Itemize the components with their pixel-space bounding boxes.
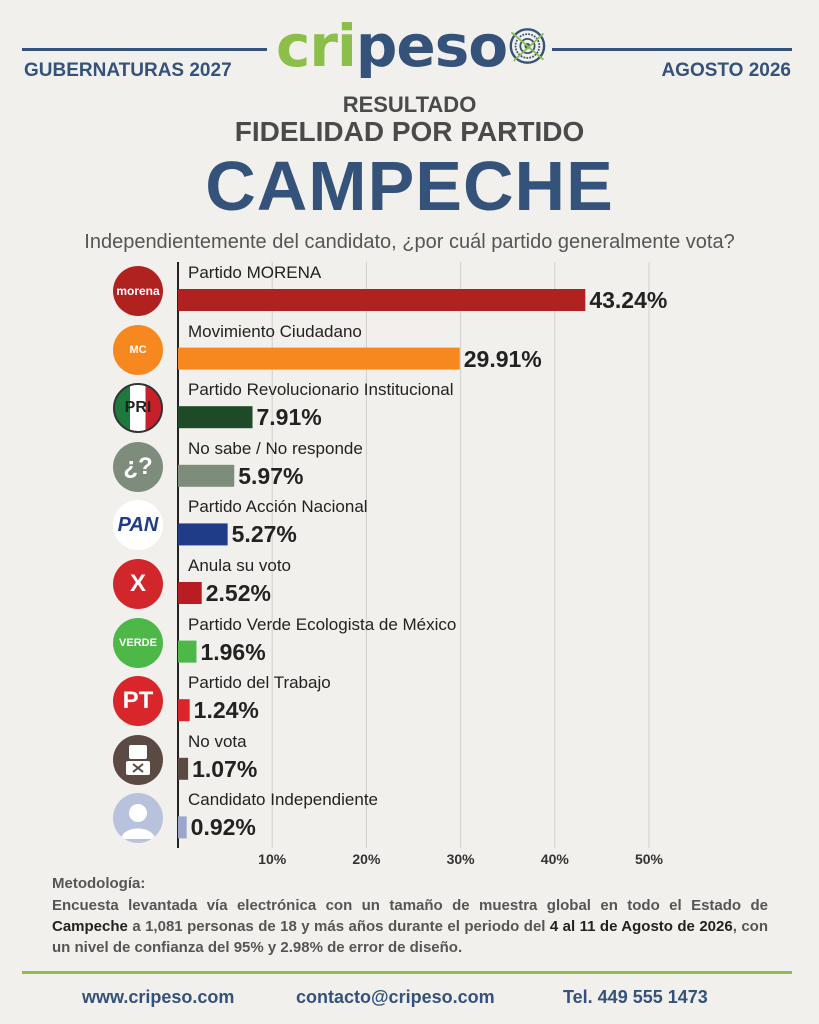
morena-icon: morena <box>113 266 163 316</box>
person-icon <box>113 793 163 844</box>
bar <box>178 699 190 722</box>
bar <box>178 464 235 487</box>
value-label: 43.24% <box>589 287 668 313</box>
methodology-title: Metodología: <box>52 875 146 892</box>
target-icon <box>509 28 546 64</box>
category-label: Candidato Independiente <box>188 790 378 810</box>
page-title: CAMPECHE <box>205 147 614 225</box>
icon-text: VERDE <box>119 636 157 649</box>
bar <box>178 816 187 839</box>
icon-text: ¿? <box>123 452 153 480</box>
methodology-text: Encuesta levantada vía electrónica con u… <box>52 897 768 956</box>
value-label: 29.91% <box>463 345 542 372</box>
bar <box>178 582 202 604</box>
x-tick-label: 40% <box>540 851 569 867</box>
bar <box>178 347 460 370</box>
date-label: AGOSTO 2026 <box>661 60 791 81</box>
verde-icon: VERDE <box>113 617 163 668</box>
category-label: Partido MORENA <box>188 263 322 282</box>
value-label: 5.97% <box>238 462 304 489</box>
value-label: 1.24% <box>193 697 259 724</box>
value-label: 1.07% <box>192 755 258 782</box>
cripeso-logo: cripeso <box>276 8 546 84</box>
category-label: Movimiento Ciudadano <box>188 321 362 341</box>
x-tick-label: 20% <box>352 851 381 867</box>
bar <box>178 289 586 311</box>
bar <box>178 406 253 429</box>
footer-rule <box>22 971 792 974</box>
icon-text: X <box>129 570 146 597</box>
category-label: Partido Revolucionario Institucional <box>188 380 454 400</box>
election-label: GUBERNATURAS 2027 <box>24 60 232 81</box>
category-label: Partido Verde Ecologista de México <box>188 614 457 634</box>
email-link[interactable]: contacto@cripeso.com <box>296 987 495 1007</box>
bar <box>178 640 197 663</box>
x-icon: X <box>113 559 163 609</box>
category-label: No sabe / No responde <box>188 438 363 458</box>
pan-icon: PAN <box>113 500 163 551</box>
phone-number: Tel. 449 555 1473 <box>563 987 708 1007</box>
header-rule-left <box>22 48 267 51</box>
icon-text: morena <box>116 284 160 298</box>
category-label: Partido del Trabajo <box>188 673 331 693</box>
icon-text: PRI <box>124 399 152 417</box>
value-label: 7.91% <box>256 404 322 431</box>
icon-text: MC <box>129 343 147 356</box>
logo-wordmark: cripeso <box>276 12 508 80</box>
value-label: 2.52% <box>205 580 271 606</box>
bar <box>178 523 228 546</box>
pt-icon: PT <box>113 676 163 727</box>
value-label: 5.27% <box>231 521 297 548</box>
x-tick-label: 50% <box>634 851 664 867</box>
website-link[interactable]: www.cripeso.com <box>82 987 235 1007</box>
header-rule-right <box>552 48 792 51</box>
icon-text: PT <box>122 687 154 715</box>
icon-text: PAN <box>117 513 159 536</box>
subtitle: FIDELIDAD POR PARTIDO <box>234 116 585 147</box>
movimiento-ciudadano-icon: MC <box>113 324 163 375</box>
survey-question: Independientemente del candidato, ¿por c… <box>84 231 735 253</box>
category-label: No vota <box>188 731 247 751</box>
pri-icon: PRI <box>113 383 163 434</box>
ballot-icon <box>113 734 163 785</box>
value-label: 0.92% <box>190 814 256 841</box>
x-tick-label: 30% <box>446 851 475 867</box>
result-heading: RESULTADO <box>342 92 477 117</box>
value-label: 1.96% <box>200 638 266 665</box>
x-tick-label: 10% <box>258 851 287 867</box>
question-icon: ¿? <box>113 441 163 492</box>
bar <box>178 757 189 780</box>
category-label: Anula su voto <box>188 556 292 575</box>
category-label: Partido Acción Nacional <box>188 497 368 517</box>
